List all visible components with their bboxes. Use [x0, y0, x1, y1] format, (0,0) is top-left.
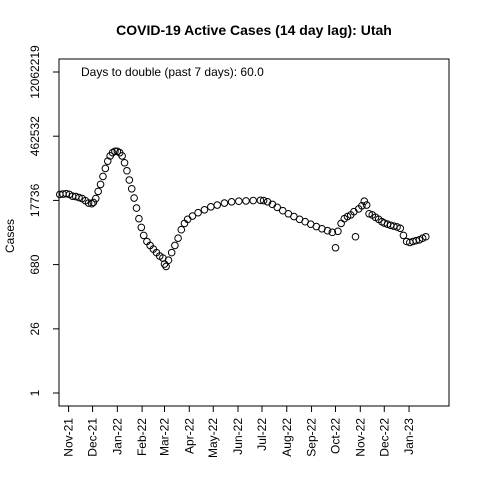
data-point [125, 176, 134, 184]
data-point [323, 226, 332, 235]
data-point [127, 184, 136, 193]
data-point [62, 189, 70, 198]
data-point [89, 198, 98, 207]
data-point [273, 203, 281, 212]
data-point [167, 248, 176, 257]
data-point [123, 166, 131, 175]
data-point [111, 147, 119, 156]
data-point [135, 214, 143, 223]
x-tick-label: Nov-22 [353, 418, 367, 457]
data-point [84, 199, 93, 207]
data-point [164, 256, 173, 265]
x-tick-label: Mar-22 [157, 418, 171, 456]
y-tick-label: 462532 [28, 116, 42, 156]
data-point [396, 224, 405, 233]
data-point [99, 172, 107, 181]
data-point [130, 194, 138, 202]
data-point [412, 236, 421, 245]
data-point [380, 219, 389, 227]
data-point [365, 209, 373, 218]
x-tick-label: Jul-22 [255, 418, 269, 451]
data-point [200, 206, 209, 214]
doubling-annotation: Days to double (past 7 days): 60.0 [81, 65, 264, 79]
data-point [362, 201, 371, 209]
data-point [194, 208, 202, 217]
data-point [278, 206, 287, 215]
data-point [227, 198, 236, 206]
data-point [259, 196, 268, 205]
data-point [91, 194, 100, 203]
x-tick-label: Feb-22 [135, 418, 149, 456]
data-point [177, 225, 186, 234]
data-point [399, 231, 408, 240]
data-point [160, 260, 169, 268]
data-point [96, 180, 105, 189]
data-point [235, 197, 243, 206]
chart-title: COVID-19 Active Cases (14 day lag): Utah [116, 22, 392, 38]
data-point [351, 232, 360, 241]
x-tick-label: Dec-21 [86, 418, 100, 457]
data-point [75, 193, 83, 202]
y-tick-label: 680 [28, 254, 42, 274]
data-point [101, 164, 110, 173]
data-point [220, 199, 229, 207]
data-point [94, 187, 102, 196]
data-point [242, 197, 250, 205]
x-tick-label: Dec-22 [377, 418, 391, 457]
data-point [331, 243, 340, 252]
data-point [171, 241, 179, 250]
data-point [174, 234, 182, 242]
x-tick-label: May-22 [206, 418, 220, 458]
y-tick-label: 1 [28, 389, 42, 396]
data-point [334, 227, 342, 236]
data-point [256, 196, 265, 205]
data-point [422, 232, 430, 241]
y-tick-label: 17736 [28, 183, 42, 217]
data-point [132, 204, 141, 212]
x-tick-label: Apr-22 [182, 418, 196, 454]
x-tick-label: Nov-21 [62, 418, 76, 457]
plot-frame [58, 58, 450, 407]
x-tick-label: Jun-22 [231, 418, 245, 455]
data-points [55, 147, 430, 271]
y-axis-label: Cases [3, 219, 17, 253]
data-point [139, 231, 148, 240]
data-point [213, 201, 222, 209]
x-tick-label: Jan-23 [402, 418, 416, 455]
data-point [137, 223, 146, 232]
x-tick-label: Sep-22 [305, 418, 319, 457]
data-point [188, 212, 197, 220]
x-tick-label: Aug-22 [280, 418, 294, 457]
data-point [358, 201, 366, 210]
data-point [249, 196, 258, 205]
x-tick-label: Oct-22 [329, 418, 343, 454]
data-point [118, 152, 126, 160]
data-point [328, 228, 337, 237]
data-point [360, 197, 369, 206]
axes: 1 26 680 17736 462532 12062219 Nov-21 Dec-21 Jan… [28, 45, 450, 458]
y-tick-label: 12062219 [28, 45, 42, 99]
x-tick-label: Jan-22 [110, 418, 124, 455]
data-point [87, 199, 96, 208]
y-tick-label: 26 [28, 322, 42, 336]
data-point [120, 158, 129, 167]
